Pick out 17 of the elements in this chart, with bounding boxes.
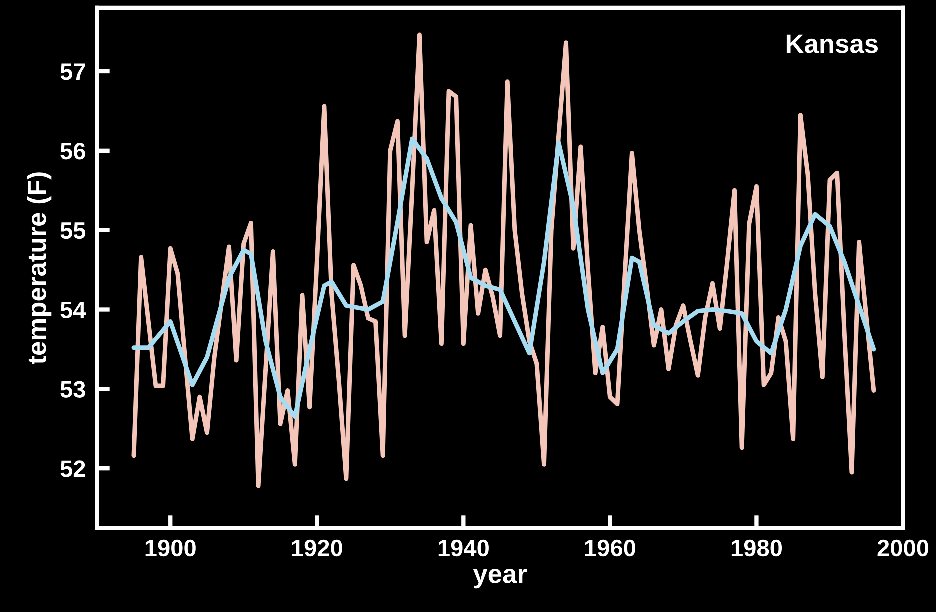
line-series (132, 32, 876, 488)
y-tick-label: 56 (60, 142, 86, 160)
x-tick-label: 1980 (732, 540, 782, 557)
x-tick-label: 1920 (292, 540, 342, 557)
y-tick-label: 53 (60, 381, 86, 398)
y-tick-label: 55 (60, 222, 86, 240)
x-axis-title: year (473, 568, 528, 589)
y-tick-label: 54 (60, 302, 86, 319)
x-tick-label: 1940 (438, 540, 489, 557)
y-tick-label: 52 (60, 460, 86, 478)
x-tick-label: 1900 (146, 540, 196, 557)
y-tick-label: 57 (60, 64, 86, 80)
text: Kansas (786, 34, 878, 54)
line-series (132, 136, 876, 420)
x-tick-label: 1960 (585, 540, 636, 557)
y-axis-title: temperature (F) (27, 172, 52, 365)
x-tick-label: 2000 (878, 540, 929, 557)
